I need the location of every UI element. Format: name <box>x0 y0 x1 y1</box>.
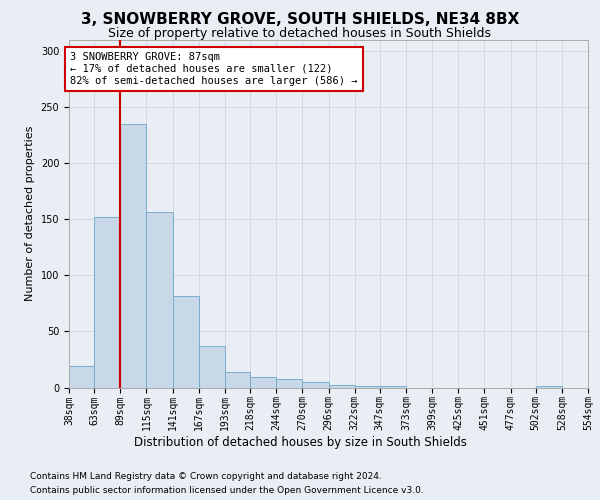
Bar <box>225 372 250 388</box>
Y-axis label: Number of detached properties: Number of detached properties <box>25 126 35 302</box>
Bar <box>94 217 120 388</box>
Bar <box>536 386 562 388</box>
Text: Size of property relative to detached houses in South Shields: Size of property relative to detached ho… <box>109 28 491 40</box>
Bar <box>120 124 146 388</box>
Bar <box>69 366 94 388</box>
Text: 3, SNOWBERRY GROVE, SOUTH SHIELDS, NE34 8BX: 3, SNOWBERRY GROVE, SOUTH SHIELDS, NE34 … <box>81 12 519 28</box>
Bar <box>380 386 406 388</box>
Bar <box>199 346 225 388</box>
Bar <box>250 378 276 388</box>
Bar <box>146 212 173 388</box>
Text: Distribution of detached houses by size in South Shields: Distribution of detached houses by size … <box>134 436 466 449</box>
Bar <box>173 296 199 388</box>
Bar <box>329 386 355 388</box>
Bar <box>302 382 329 388</box>
Text: Contains HM Land Registry data © Crown copyright and database right 2024.: Contains HM Land Registry data © Crown c… <box>30 472 382 481</box>
Bar <box>276 378 302 388</box>
Bar <box>588 386 600 388</box>
Text: Contains public sector information licensed under the Open Government Licence v3: Contains public sector information licen… <box>30 486 424 495</box>
Bar <box>355 386 380 388</box>
Text: 3 SNOWBERRY GROVE: 87sqm
← 17% of detached houses are smaller (122)
82% of semi-: 3 SNOWBERRY GROVE: 87sqm ← 17% of detach… <box>70 52 358 86</box>
